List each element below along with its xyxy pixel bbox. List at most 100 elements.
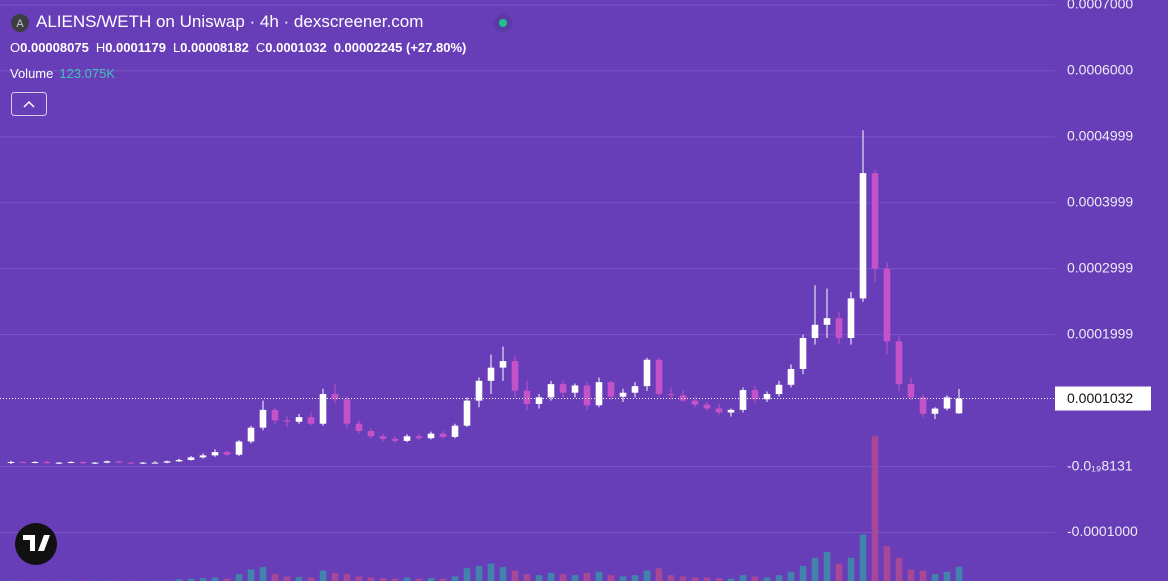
candle-body xyxy=(283,420,291,422)
volume-bar xyxy=(691,577,699,581)
candle-body xyxy=(571,385,579,393)
volume-bar xyxy=(703,577,711,581)
candle-body xyxy=(547,384,555,398)
volume-bar xyxy=(379,578,387,581)
volume-bar xyxy=(787,571,795,581)
volume-bar xyxy=(799,565,807,581)
candle-body xyxy=(895,341,903,385)
candle-body xyxy=(751,390,759,400)
candle-body xyxy=(55,462,63,464)
last-price-label: 0.0001032 xyxy=(1067,390,1133,406)
candle-body xyxy=(667,394,675,396)
volume-bar xyxy=(667,575,675,581)
y-tick-label: 0.0004999 xyxy=(1067,128,1133,144)
volume-bar xyxy=(199,578,207,581)
candle-body xyxy=(427,433,435,439)
candle-body xyxy=(67,461,75,463)
candle-body xyxy=(451,425,459,437)
candle-body xyxy=(943,397,951,409)
candle-body xyxy=(151,462,159,464)
volume-bar xyxy=(367,577,375,581)
ohlc-key: L xyxy=(172,40,181,55)
volume-bar xyxy=(679,576,687,581)
volume-bar xyxy=(751,576,759,581)
candle-body xyxy=(199,455,207,458)
volume-bar xyxy=(211,577,219,581)
candle-body xyxy=(787,368,795,385)
candle-body xyxy=(823,318,831,325)
collapse-button[interactable] xyxy=(11,92,47,116)
volume-bar xyxy=(403,577,411,581)
candle-body xyxy=(127,462,135,464)
candle-body xyxy=(859,173,867,299)
volume-bar xyxy=(583,572,591,581)
candle-body xyxy=(643,359,651,387)
volume-bar xyxy=(259,567,267,581)
candle-body xyxy=(499,361,507,368)
volume-bar xyxy=(715,578,723,581)
volume-value: 123.075K xyxy=(59,66,116,81)
candle-body xyxy=(607,382,615,397)
volume-bar xyxy=(919,570,927,581)
ohlc-key: H xyxy=(95,40,106,55)
candle-body xyxy=(919,397,927,414)
logo-mark xyxy=(23,535,50,551)
ohlc-key: O xyxy=(10,40,21,55)
y-tick-label: 0.0001999 xyxy=(1067,325,1133,341)
candle-body xyxy=(259,409,267,428)
volume-bar xyxy=(391,578,399,581)
candle-body xyxy=(163,461,171,463)
icon-letter: A xyxy=(16,18,24,30)
volume-legend: Volume 123.075K xyxy=(10,66,115,81)
status-dot xyxy=(499,19,507,27)
volume-bar xyxy=(523,574,531,581)
candle-body xyxy=(691,400,699,405)
volume-bar xyxy=(307,577,315,581)
y-tick-label: 0.0002999 xyxy=(1067,259,1133,275)
volume-bar xyxy=(295,576,303,581)
ohlc-value: 0.00008182 xyxy=(180,40,249,55)
candle-body xyxy=(739,390,747,410)
candle-body xyxy=(523,390,531,404)
candle-body xyxy=(319,394,327,424)
volume-bar xyxy=(475,565,483,581)
candle-body xyxy=(931,408,939,414)
candle-body xyxy=(727,409,735,413)
volume-bar xyxy=(175,579,183,581)
volume-bar xyxy=(883,546,891,581)
volume-bar xyxy=(955,566,963,581)
volume-bar xyxy=(559,574,567,581)
volume-bar xyxy=(331,572,339,581)
candle-body xyxy=(847,298,855,338)
candle-body xyxy=(631,386,639,393)
volume-bar xyxy=(775,575,783,581)
volume-bar xyxy=(859,534,867,581)
candle-body xyxy=(475,380,483,401)
volume-bar xyxy=(739,575,747,581)
volume-bar xyxy=(223,578,231,581)
candle-body xyxy=(955,398,963,414)
volume-bar xyxy=(439,578,447,581)
candle-body xyxy=(403,436,411,441)
candle-body xyxy=(235,441,243,455)
y-tick-label: -0.0₁₉8131 xyxy=(1067,457,1133,473)
volume-bar xyxy=(487,563,495,581)
icon-circle xyxy=(11,14,29,32)
candle-body xyxy=(583,385,591,406)
volume-bar xyxy=(931,574,939,581)
volume-bar xyxy=(535,575,543,581)
candle-body xyxy=(835,318,843,338)
candle-body xyxy=(7,461,15,463)
volume-bar xyxy=(451,576,459,581)
volume-bar xyxy=(823,551,831,581)
candle-body xyxy=(223,452,231,455)
volume-bar xyxy=(943,571,951,581)
candle-body xyxy=(415,436,423,439)
volume-bar xyxy=(871,435,879,581)
candle-body xyxy=(811,324,819,338)
volume-bar xyxy=(631,575,639,581)
volume-bar xyxy=(727,578,735,581)
logo-circle xyxy=(15,523,57,565)
last-price-box xyxy=(1055,386,1151,411)
